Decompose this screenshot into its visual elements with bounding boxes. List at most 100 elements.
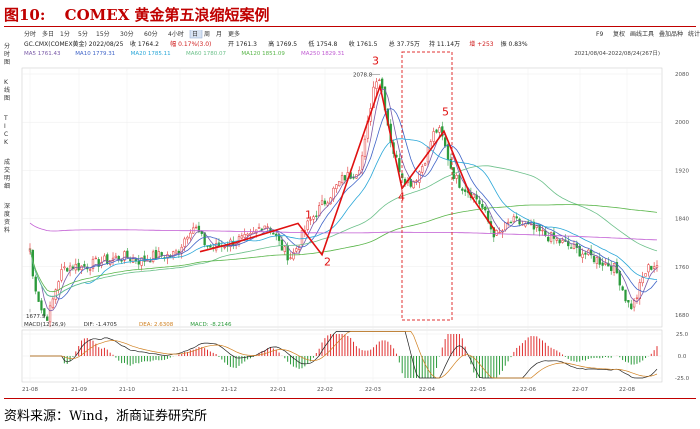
figure-number: 图10: (4, 6, 46, 24)
candle-body (209, 245, 212, 248)
right-menu-item-4[interactable]: 统计 (688, 30, 700, 38)
menu-item-4[interactable]: 15分 (96, 30, 110, 38)
menu-item-6[interactable]: 60分 (144, 30, 158, 38)
left-nav-3-char-3[interactable]: 细 (4, 182, 10, 190)
candle-body (621, 286, 624, 291)
candle-body (309, 219, 312, 221)
right-menu-item-3[interactable]: 叠加品种 (659, 30, 683, 38)
left-nav-3-char-1[interactable]: 交 (4, 166, 10, 174)
date-range-label: 2021/08/04-2022/08/24(267日) (574, 50, 660, 57)
menu-item-5[interactable]: 30分 (120, 30, 134, 38)
left-nav-3-char-2[interactable]: 明 (4, 175, 10, 182)
price-axis-label-2000: 2000 (675, 120, 689, 126)
candle-body (418, 171, 421, 183)
x-tick-label-22-01: 22-01 (270, 387, 286, 393)
menu-item-10[interactable]: 月 (216, 31, 222, 38)
candle-body (289, 257, 292, 259)
candle-body (283, 246, 286, 252)
left-nav-0-char-2[interactable]: 图 (4, 59, 10, 66)
quote-item-5: 收 1761.5 (349, 40, 378, 48)
left-nav-2-char-1[interactable]: I (4, 123, 6, 130)
candle-body (372, 86, 375, 108)
wave-label-5: 5 (442, 105, 449, 118)
ma-legend-ma250: MA250 1829.31 (301, 51, 345, 57)
ma-line-ma120 (29, 204, 658, 293)
candle-body (627, 300, 630, 303)
ma-legend-ma20: MA20 1785.11 (131, 51, 171, 57)
menu-item-11[interactable]: 更多 (228, 30, 240, 38)
candle-body (381, 78, 384, 89)
candle-body (166, 254, 169, 259)
menu-item-8[interactable]: 日 (192, 31, 198, 38)
ma-line-ma60 (29, 165, 658, 297)
price-axis-label-2080: 2080 (675, 72, 689, 78)
wave-path (199, 83, 496, 257)
candle-body (532, 221, 536, 230)
left-nav-2-char-3[interactable]: K (4, 139, 9, 146)
x-tick-label-22-05: 22-05 (470, 387, 486, 393)
candle-body (569, 247, 573, 249)
left-nav-2-char-2[interactable]: C (4, 131, 8, 138)
left-nav-1-char-0[interactable]: K (4, 79, 9, 86)
quote-item-2: 开 1761.3 (228, 41, 257, 48)
right-menu-item-1[interactable]: 复权 (613, 30, 625, 38)
candle-body (363, 138, 367, 157)
figure-title: 图10: COMEX 黄金第五浪缩短案例 (4, 4, 270, 25)
candle-body (506, 221, 510, 224)
right-menu-item-0[interactable]: F9 (596, 31, 603, 38)
candle-body (644, 273, 647, 277)
menu-item-0[interactable]: 分时 (24, 30, 36, 38)
menu-item-2[interactable]: 1分 (60, 30, 70, 38)
menu-item-3[interactable]: 5分 (78, 30, 88, 38)
x-tick-label-22-08: 22-08 (619, 387, 635, 393)
ma-legend-ma10: MA10 1779.31 (75, 51, 115, 57)
left-nav-0-char-0[interactable]: 分 (4, 42, 10, 50)
quote-item-0: 收 1764.2 (130, 40, 159, 48)
left-nav-4-char-2[interactable]: 资 (4, 218, 10, 226)
left-nav-2-char-0[interactable]: T (3, 115, 8, 122)
panel-background (0, 30, 700, 396)
quote-item-4: 低 1754.8 (308, 40, 337, 48)
candle-body (604, 262, 607, 265)
candle-body (458, 174, 461, 188)
left-nav-0-char-1[interactable]: 时 (4, 50, 10, 58)
candle-body (263, 225, 266, 229)
price-axis-label-1840: 1840 (675, 217, 689, 223)
candle-body (80, 265, 83, 271)
menu-item-9[interactable]: 周 (204, 31, 210, 38)
macd-legend-1: DIF: -1.4705 (84, 322, 118, 328)
candle-body (94, 257, 97, 260)
candle-body (106, 254, 109, 264)
price-plot-frame (21, 67, 663, 328)
x-tick-label-22-03: 22-03 (365, 387, 381, 393)
candle-body (567, 240, 570, 247)
candle-body (610, 266, 613, 271)
menu-item-1[interactable]: 多日 (42, 30, 54, 38)
candle-body (592, 256, 596, 263)
left-nav-3-char-0[interactable]: 成 (4, 158, 10, 166)
ma-legend-ma60: MA60 1780.07 (186, 51, 226, 57)
wave-label-1: 1 (305, 209, 312, 222)
candle-body (518, 218, 521, 225)
candle-body (174, 250, 178, 254)
candle-body (63, 266, 66, 269)
left-nav-1-char-1[interactable]: 线 (4, 86, 10, 94)
left-nav-4-char-3[interactable]: 料 (4, 226, 10, 234)
left-nav-1-char-2[interactable]: 图 (4, 95, 10, 102)
candle-body (432, 131, 435, 142)
candle-body (398, 158, 401, 173)
candle-body (558, 239, 561, 244)
left-nav-4-char-1[interactable]: 度 (4, 210, 10, 218)
candle-body (48, 305, 52, 323)
low-marker: 1677.9 (26, 314, 46, 320)
right-menu-item-2[interactable]: 画线工具 (630, 30, 654, 38)
candle-body (495, 230, 498, 236)
candle-body (512, 216, 515, 223)
candle-body (51, 298, 55, 308)
candle-body (109, 260, 112, 265)
quote-item-1: 幅 0.17%(3.0) (170, 40, 211, 48)
left-nav-4-char-0[interactable]: 深 (4, 202, 10, 210)
candle-body (151, 251, 155, 262)
candle-body (157, 251, 160, 259)
menu-item-7[interactable]: 4小时 (168, 30, 184, 38)
